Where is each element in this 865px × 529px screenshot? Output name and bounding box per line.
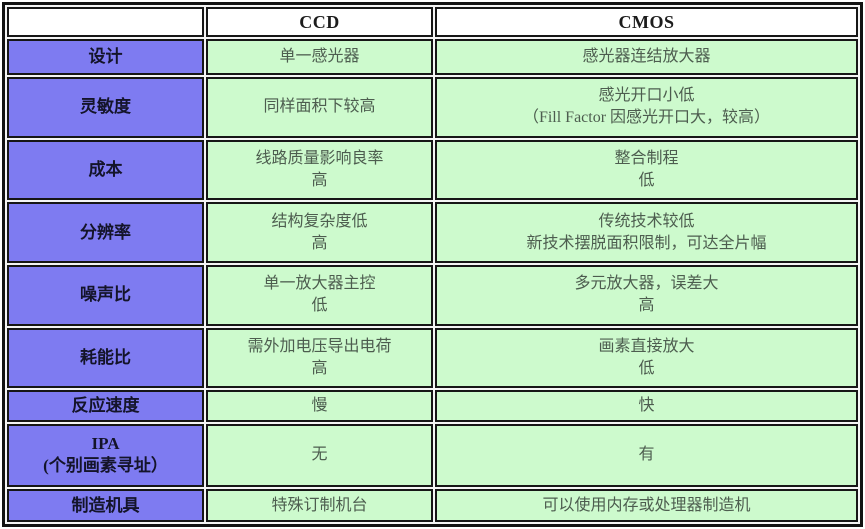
table-row-ipa: IPA (个别画素寻址） 无 有 — [7, 423, 858, 488]
row-header-design: 设计 — [7, 39, 204, 76]
column-header-cmos: CMOS — [435, 7, 858, 38]
table-row-design: 设计 单一感光器 感光器连结放大器 — [7, 39, 858, 76]
ccd-value-cell: 无 — [206, 423, 433, 488]
table-row-cost: 成本 线路质量影响良率 高 整合制程 低 — [7, 139, 858, 201]
column-header-ccd: CCD — [206, 7, 433, 38]
table-row-power-consumption: 耗能比 需外加电压导出电荷 高 画素直接放大 低 — [7, 327, 858, 389]
row-header-ipa: IPA (个别画素寻址） — [7, 423, 204, 488]
table-row-manufacturing-equipment: 制造机具 特殊订制机台 可以使用内存或处理器制造机 — [7, 489, 858, 522]
cmos-value-cell: 整合制程 低 — [435, 139, 858, 201]
table-row-noise-ratio: 噪声比 单一放大器主控 低 多元放大器，误差大 高 — [7, 264, 858, 326]
row-header-power-consumption: 耗能比 — [7, 327, 204, 389]
row-header-resolution: 分辨率 — [7, 202, 204, 263]
row-header-sensitivity: 灵敏度 — [7, 77, 204, 138]
row-header-cost: 成本 — [7, 139, 204, 201]
corner-cell — [7, 7, 204, 38]
cmos-value-cell: 画素直接放大 低 — [435, 327, 858, 389]
row-header-manufacturing-equipment: 制造机具 — [7, 489, 204, 522]
header-row: CCD CMOS — [7, 7, 858, 38]
row-header-response-speed: 反应速度 — [7, 390, 204, 422]
cmos-value-cell: 感光开口小低 （Fill Factor 因感光开口大，较高） — [435, 77, 858, 138]
cmos-value-cell: 快 — [435, 390, 858, 422]
table-row-response-speed: 反应速度 慢 快 — [7, 390, 858, 422]
ccd-value-cell: 单一放大器主控 低 — [206, 264, 433, 326]
cmos-value-cell: 可以使用内存或处理器制造机 — [435, 489, 858, 522]
ccd-value-cell: 结构复杂度低 高 — [206, 202, 433, 263]
cmos-value-cell: 感光器连结放大器 — [435, 39, 858, 76]
table-row-sensitivity: 灵敏度 同样面积下较高 感光开口小低 （Fill Factor 因感光开口大，较… — [7, 77, 858, 138]
ccd-value-cell: 需外加电压导出电荷 高 — [206, 327, 433, 389]
ccd-value-cell: 特殊订制机台 — [206, 489, 433, 522]
row-header-noise-ratio: 噪声比 — [7, 264, 204, 326]
table-row-resolution: 分辨率 结构复杂度低 高 传统技术较低 新技术摆脱面积限制，可达全片幅 — [7, 202, 858, 263]
ccd-value-cell: 线路质量影响良率 高 — [206, 139, 433, 201]
ccd-value-cell: 单一感光器 — [206, 39, 433, 76]
ccd-value-cell: 同样面积下较高 — [206, 77, 433, 138]
cmos-value-cell: 有 — [435, 423, 858, 488]
cmos-value-cell: 多元放大器，误差大 高 — [435, 264, 858, 326]
ccd-value-cell: 慢 — [206, 390, 433, 422]
cmos-value-cell: 传统技术较低 新技术摆脱面积限制，可达全片幅 — [435, 202, 858, 263]
